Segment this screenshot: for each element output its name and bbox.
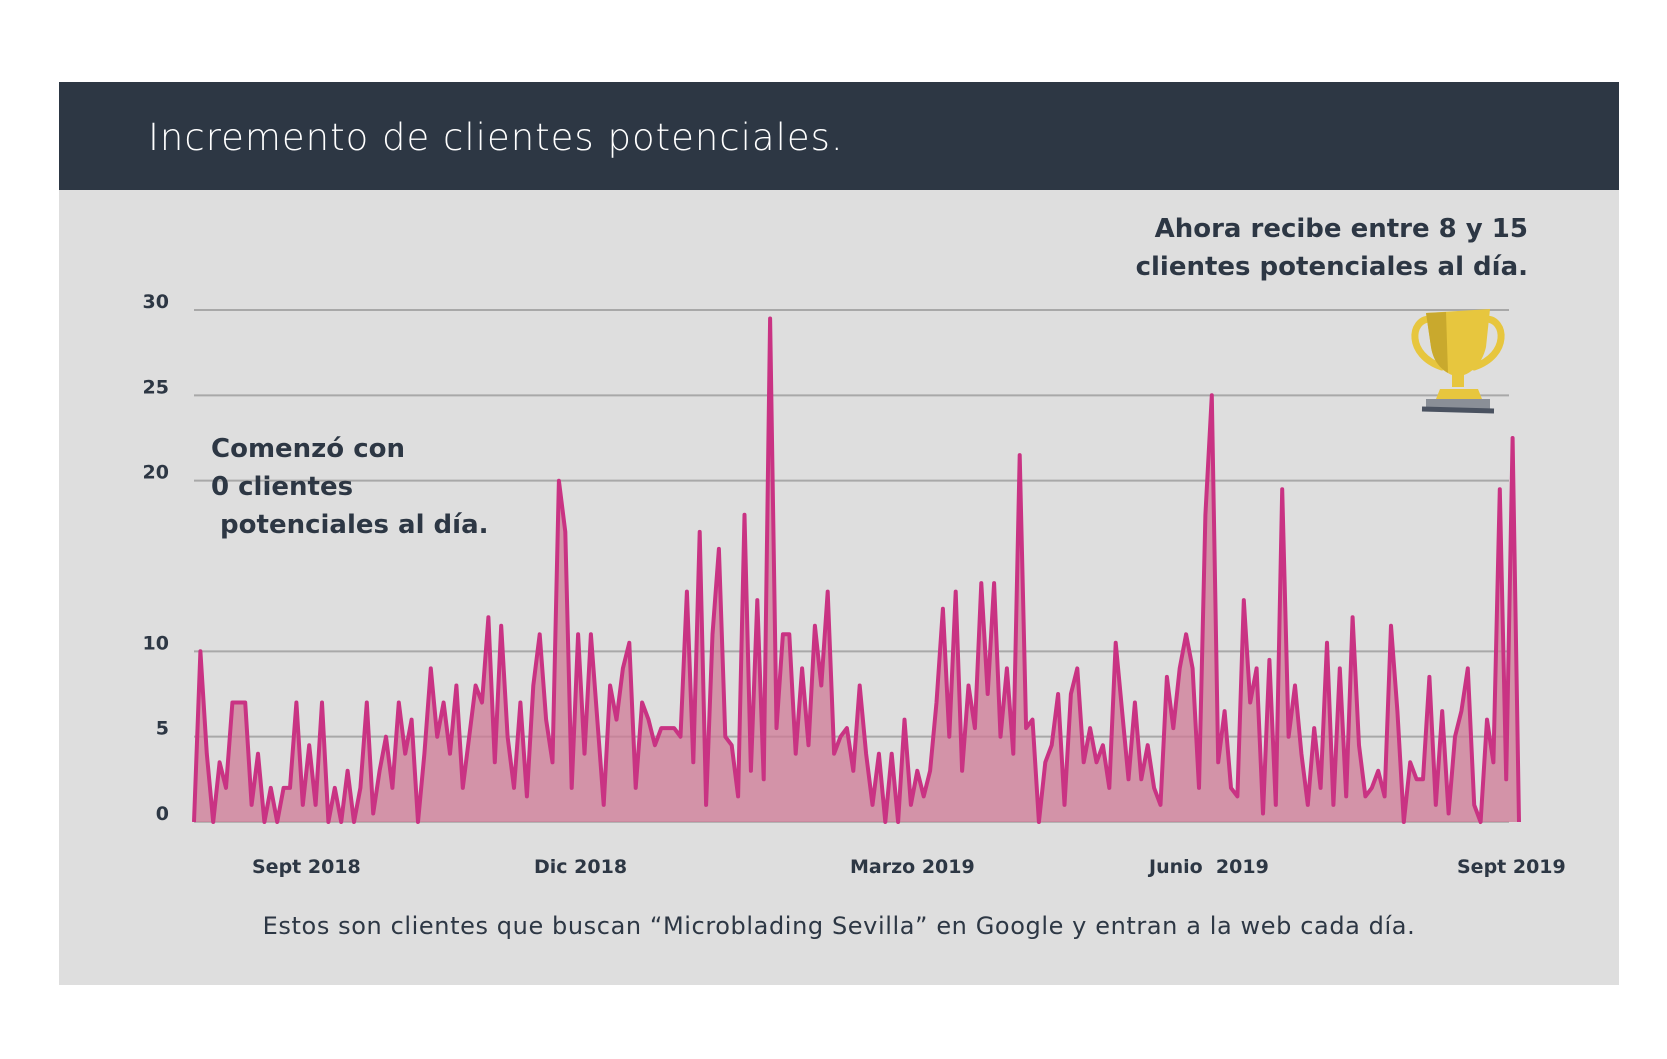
caption: Estos son clientes que buscan “Microblad… xyxy=(262,912,1416,940)
y-tick-label: 30 xyxy=(143,291,169,313)
series-area xyxy=(194,318,1519,822)
note-start-line-3: potenciales al día. xyxy=(211,510,489,540)
chart-area: 0 5 10 20 25 30 Sept 2018 Dic 2018 Marzo 2019 Ju… xyxy=(143,291,1566,878)
note-now-line-2: clientes potenciales al día. xyxy=(1135,252,1528,282)
x-tick-label: Sept 2019 xyxy=(1457,856,1566,878)
note-now: Ahora recibe entre 8 y 15 clientes poten… xyxy=(1136,210,1528,286)
x-tick-label: Junio 2019 xyxy=(1147,856,1269,878)
header-bar: Incremento de clientes potenciales. xyxy=(59,82,1619,190)
trophy-icon xyxy=(1411,309,1505,414)
x-tick-label: Marzo 2019 xyxy=(850,856,975,878)
note-now-line-1: Ahora recibe entre 8 y 15 xyxy=(1154,214,1528,244)
chart-card: Incremento de clientes potenciales. 0 5 10… xyxy=(59,82,1619,985)
y-tick-label: 10 xyxy=(143,632,169,654)
note-start-line-2: 0 clientes xyxy=(211,472,354,502)
series-line xyxy=(192,316,1521,824)
x-tick-label: Sept 2018 xyxy=(252,856,361,878)
x-tick-label: Dic 2018 xyxy=(534,856,627,878)
y-tick-label: 5 xyxy=(156,718,169,740)
y-tick-label: 0 xyxy=(156,803,169,825)
y-tick-label: 25 xyxy=(143,376,169,398)
page-title: Incremento de clientes potenciales. xyxy=(148,116,844,159)
note-start: Comenzó con 0 clientes potenciales al dí… xyxy=(211,430,489,544)
note-start-line-1: Comenzó con xyxy=(211,434,406,464)
y-tick-label: 20 xyxy=(143,462,169,484)
